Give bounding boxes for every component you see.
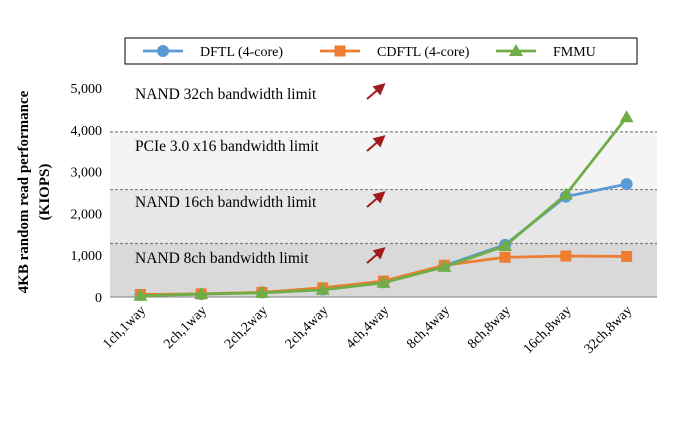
x-tick-label: 2ch,4way <box>283 303 332 352</box>
legend: DFTL (4-core) CDFTL (4-core) FMMU <box>124 37 638 65</box>
y-tick-label: 2,000 <box>71 207 103 222</box>
y-tick-label: 1,000 <box>71 249 103 264</box>
legend-swatch-marker <box>157 45 169 57</box>
band-label-3: PCIe 3.0 x16 bandwidth limit <box>135 138 320 155</box>
x-tick-label: 8ch,8way <box>465 303 514 352</box>
legend-item-3: FMMU <box>496 44 596 60</box>
series-3 <box>133 110 634 301</box>
data-point <box>621 250 633 262</box>
data-point <box>560 250 572 262</box>
limit-arrow-4 <box>366 83 386 100</box>
data-point <box>499 251 511 263</box>
legend-label: CDFTL (4-core) <box>377 45 470 60</box>
legend-item-2: CDFTL (4-core) <box>320 45 470 60</box>
y-tick-label: 3,000 <box>71 166 103 181</box>
data-point <box>620 178 633 191</box>
y-tick-label: 4,000 <box>71 124 103 139</box>
data-point <box>619 110 634 123</box>
legend-label: DFTL (4-core) <box>200 45 283 60</box>
bandwidth-bands: NAND 8ch bandwidth limit NAND 16ch bandwi… <box>110 86 657 297</box>
data-point <box>498 239 513 252</box>
x-tick-label: 4ch,4way <box>344 303 393 352</box>
data-point <box>315 282 330 295</box>
data-point <box>376 275 391 288</box>
x-tick-label: 1ch,1way <box>100 303 149 352</box>
data-point <box>437 259 452 272</box>
legend-box <box>124 37 638 65</box>
legend-label: FMMU <box>553 45 596 60</box>
limit-arrow-2 <box>366 191 386 208</box>
data-point <box>133 288 148 301</box>
band-label-2: NAND 16ch bandwidth limit <box>135 194 317 211</box>
x-tick-label: 32ch,8way <box>582 303 636 357</box>
band-label-1: NAND 8ch bandwidth limit <box>135 250 309 267</box>
data-point <box>558 187 573 200</box>
legend-swatch-marker <box>509 44 523 56</box>
data-point <box>194 287 209 300</box>
y-axis-label: 4KB random read performance (KIOPS) <box>16 90 53 293</box>
y-axis-label-line1: 4KB random read performance <box>16 90 32 293</box>
x-tick-label: 2ch,1way <box>161 303 210 352</box>
series <box>133 110 634 301</box>
data-point <box>254 285 269 298</box>
x-tick-label: 16ch,8way <box>521 303 575 357</box>
limit-arrow-1 <box>366 247 386 264</box>
legend-swatch-marker <box>334 45 346 57</box>
limit-arrow-3 <box>366 135 386 152</box>
band-label-4: NAND 32ch bandwidth limit <box>135 86 317 103</box>
x-tick-label: 8ch,4way <box>404 303 453 352</box>
y-tick-label: 0 <box>95 291 102 306</box>
y-tick-label: 5,000 <box>71 82 103 97</box>
limit-arrows <box>366 83 386 264</box>
legend-item-1: DFTL (4-core) <box>143 45 283 60</box>
x-tick-label: 2ch,2way <box>222 303 271 352</box>
y-axis-label-line2: (KIOPS) <box>37 164 53 221</box>
